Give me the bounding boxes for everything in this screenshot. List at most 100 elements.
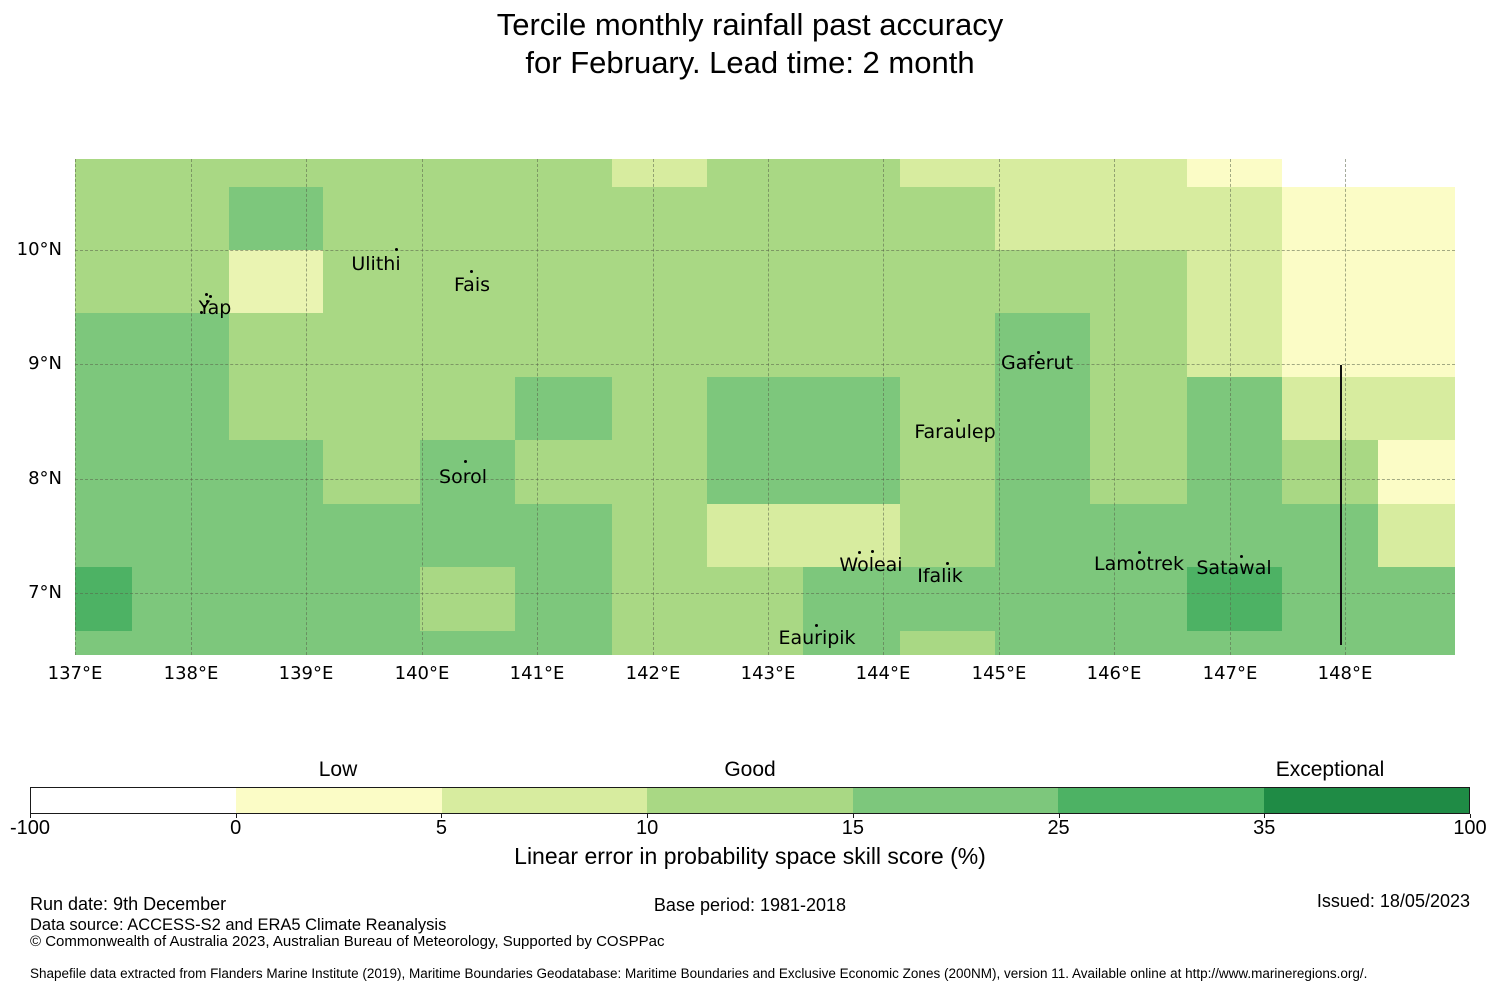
grid-cell xyxy=(1282,567,1378,631)
grid-cell xyxy=(707,250,803,313)
footer-data-source: Data source: ACCESS-S2 and ERA5 Climate … xyxy=(30,916,447,934)
colorbar-segment xyxy=(31,788,237,813)
grid-cell xyxy=(323,250,420,313)
island-label-sorol: Sorol xyxy=(439,466,487,488)
x-axis-tick-label: 137°E xyxy=(47,663,103,684)
grid-cell xyxy=(612,377,707,440)
grid-cell xyxy=(1090,250,1187,313)
grid-cell xyxy=(1187,377,1282,440)
grid-cell xyxy=(323,313,420,377)
grid-cell xyxy=(995,504,1090,567)
grid-cell xyxy=(75,187,132,250)
grid-cell xyxy=(1187,567,1282,631)
grid-cell xyxy=(707,377,803,440)
colorbar-tick-label: 5 xyxy=(435,817,447,839)
grid-cell xyxy=(515,440,612,504)
footer-run-date: Run date: 9th December xyxy=(30,894,227,914)
grid-cell xyxy=(323,567,420,631)
grid-cell xyxy=(995,159,1090,187)
gridline-horizontal xyxy=(75,479,1455,480)
colorbar-segment xyxy=(236,788,442,813)
x-axis-tick-label: 138°E xyxy=(163,663,219,684)
grid-cell xyxy=(1187,313,1282,377)
grid-cell xyxy=(132,504,229,567)
colorbar-segment xyxy=(852,788,1059,813)
grid-cell xyxy=(900,631,995,655)
grid-cell xyxy=(75,631,132,655)
colorbar-tick-label: 15 xyxy=(841,817,864,839)
x-axis-tick-label: 146°E xyxy=(1086,663,1142,684)
grid-cell xyxy=(612,567,707,631)
island-dot xyxy=(815,624,818,627)
gridline-vertical xyxy=(191,159,192,655)
grid-cell xyxy=(900,440,995,504)
x-axis-tick-label: 139°E xyxy=(278,663,334,684)
grid-cell xyxy=(803,377,900,440)
grid-cell xyxy=(229,159,323,187)
colorbar-tick xyxy=(647,814,649,818)
grid-cell xyxy=(420,631,515,655)
grid-cell xyxy=(1090,187,1187,250)
gridline-vertical xyxy=(1230,159,1231,655)
x-axis-tick-label: 144°E xyxy=(855,663,911,684)
grid-cell xyxy=(229,313,323,377)
grid-cell xyxy=(75,313,132,377)
grid-cell xyxy=(323,504,420,567)
grid-cell xyxy=(900,159,995,187)
grid-cell xyxy=(229,567,323,631)
colorbar-caption: Linear error in probability space skill … xyxy=(514,843,986,869)
grid-cell xyxy=(707,631,803,655)
grid-cell xyxy=(995,377,1090,440)
colorbar-tick xyxy=(1470,814,1471,818)
island-dot xyxy=(1037,351,1040,354)
grid-cell xyxy=(75,377,132,440)
gridline-vertical xyxy=(537,159,538,655)
grid-cell xyxy=(995,631,1090,655)
gridline-horizontal xyxy=(75,364,1455,365)
eez-boundary-line xyxy=(1340,365,1342,645)
title-line-2: for February. Lead time: 2 month xyxy=(525,45,975,80)
colorbar-tick xyxy=(30,814,31,818)
grid-cell xyxy=(1090,377,1187,440)
grid-cell xyxy=(900,313,995,377)
grid-cell xyxy=(900,187,995,250)
grid-cell xyxy=(803,250,900,313)
grid-cell xyxy=(900,504,995,567)
grid-cell xyxy=(1187,631,1282,655)
grid-cell xyxy=(612,440,707,504)
grid-cell xyxy=(803,187,900,250)
grid-cell xyxy=(1282,631,1378,655)
grid-cell xyxy=(1378,631,1455,655)
grid-cell xyxy=(229,631,323,655)
island-dot xyxy=(200,311,203,314)
grid-cell xyxy=(229,250,323,313)
grid-cell xyxy=(803,159,900,187)
colorbar-category-label: Exceptional xyxy=(1275,758,1385,781)
grid-cell xyxy=(420,504,515,567)
grid-cell xyxy=(515,631,612,655)
colorbar-segment xyxy=(441,788,648,813)
grid-cell xyxy=(707,187,803,250)
grid-cell xyxy=(75,250,132,313)
colorbar-tick-label: 25 xyxy=(1047,817,1070,839)
island-label-woleai: Woleai xyxy=(839,554,903,576)
grid-cell xyxy=(707,440,803,504)
grid-cell xyxy=(995,567,1090,631)
colorbar-segment xyxy=(1058,788,1264,813)
island-label-ifalik: Ifalik xyxy=(917,565,963,587)
gridline-vertical xyxy=(422,159,423,655)
island-dot xyxy=(1240,555,1243,558)
grid-cell xyxy=(323,187,420,250)
island-dot xyxy=(871,550,874,553)
grid-cell xyxy=(1282,159,1378,187)
grid-cell xyxy=(1378,567,1455,631)
grid-cell xyxy=(1378,504,1455,567)
grid-cell xyxy=(229,187,323,250)
grid-cell xyxy=(1187,187,1282,250)
colorbar-tick xyxy=(441,814,443,818)
grid-cell xyxy=(1282,250,1378,313)
grid-cell xyxy=(900,567,995,631)
map-panel: Yap Ulithi Fais Sorol Gaferut Faraulep Woleai I… xyxy=(75,159,1455,655)
grid-cell xyxy=(995,313,1090,377)
x-axis-tick-label: 147°E xyxy=(1202,663,1258,684)
